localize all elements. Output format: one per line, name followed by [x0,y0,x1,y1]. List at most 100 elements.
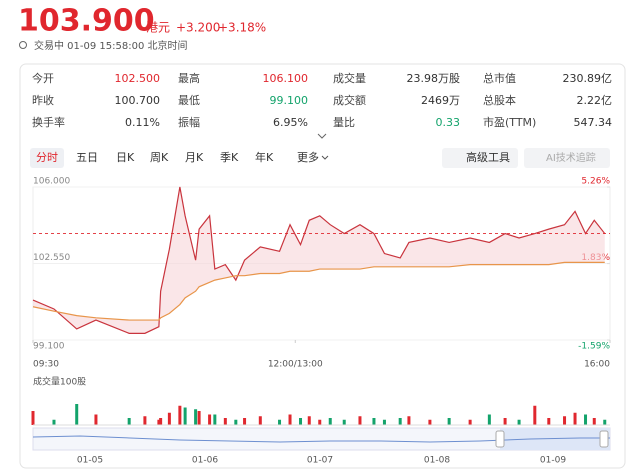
tool[interactable]: 高级工具 [466,150,510,164]
volume-bar [213,414,217,425]
volume-bar [318,419,322,425]
tool-button[interactable] [442,148,518,168]
tab[interactable]: 五日 [76,151,98,164]
volume-bar [517,419,521,425]
volume-bar [127,418,131,425]
volume-bar [258,416,262,425]
stat-label: 今开 [32,71,54,85]
navigator-date: 01-08 [424,456,450,466]
volume-bar [159,418,163,425]
volume-bar [243,418,247,425]
tab[interactable]: 分时 [36,151,58,164]
y2-tick-label: -1.59% [578,342,610,352]
volume-bar [487,414,491,425]
stat-label: 换手率 [32,115,65,129]
volume-bar [358,416,362,425]
tab[interactable]: 周K [150,151,169,164]
volume-bar [31,411,35,425]
volume-bar [398,418,402,425]
stat-value: 547.34 [574,116,613,129]
volume-bar [299,418,303,425]
volume-bar [75,404,79,425]
volume-bar [288,414,292,425]
volume-bar [183,407,187,425]
volume-bar [447,418,451,425]
volume-bar [592,418,596,425]
stat-value: 102.500 [115,72,161,85]
stat-value: 100.700 [115,94,161,107]
stat-label: 市盈(TTM) [483,115,536,129]
x-tick-label: 16:00 [584,360,610,370]
navigator-date: 01-07 [307,456,333,466]
average-line [32,261,605,321]
volume-bar [197,411,201,425]
tab[interactable]: 更多 [297,150,319,164]
stat-value: 0.11% [125,116,160,129]
tab[interactable]: 年K [255,150,274,164]
stat-label: 成交额 [333,93,366,107]
y-tick-label: 102.550 [33,253,70,263]
stat-value: 230.89亿 [563,72,613,85]
stat-value: 2.22亿 [577,94,613,107]
volume-bar [178,405,182,425]
volume-bar [573,412,577,425]
volume-bar [407,416,411,425]
price: 103.900 [18,4,155,39]
volume-bar [52,419,56,425]
tab[interactable]: 日K [116,151,135,164]
volume-bar [428,419,432,425]
volume-bar [584,414,588,425]
stat-label: 成交量 [333,71,366,85]
navigator-line [32,435,610,443]
volume-bar [547,418,551,425]
expand-arrow[interactable] [317,133,327,139]
navigator-date: 01-05 [77,456,103,466]
volume-bar [208,414,212,425]
stat-label: 振幅 [178,115,200,129]
volume-bar [157,419,161,425]
navigator-handle[interactable] [495,430,505,448]
volume-bar [533,405,537,425]
navigator-date: 01-09 [540,456,566,466]
change-pct: +3.18% [218,21,266,35]
status: 交易中 01-09 15:58:00 北京时间 [34,39,188,52]
stat-value: 99.100 [270,94,309,107]
tab[interactable]: 季K [220,151,239,164]
volume-bar [382,419,386,425]
tool-button[interactable] [524,148,610,168]
volume-bar [328,418,332,425]
tab-active [30,148,64,168]
stat-label: 量比 [333,116,355,129]
stat-label: 总市值 [483,71,516,85]
volume-bar [223,418,227,425]
volume-bar [234,419,238,425]
stat-value: 23.98万股 [407,72,461,85]
stat-value: 6.95% [273,116,308,129]
price-fill [33,187,605,334]
dropdown-icon [321,155,329,160]
currency: 港元 [146,21,170,35]
navigator-handle[interactable] [599,430,609,448]
volume-bar [278,419,282,425]
stat-value: 106.100 [263,72,309,85]
y2-tick-label: 5.26% [581,177,610,187]
y-tick-label: 99.100 [33,342,65,352]
volume-label: 成交量100股 [33,376,86,388]
volume-bar [143,416,147,425]
volume-bar [342,419,346,425]
volume-bar [167,412,171,425]
tab[interactable]: 月K [185,151,204,164]
volume-bar [94,414,98,425]
tool[interactable]: AI技术追踪 [546,151,596,164]
stat-label: 昨收 [32,93,54,107]
stat-value: 2469万 [421,94,460,107]
stat-value: 0.33 [436,116,461,129]
volume-bar [194,409,198,425]
price-line [32,186,606,334]
status-icon [19,41,27,49]
volume-bar [503,418,507,425]
volume-bar [468,419,472,425]
stat-label: 最高 [178,71,200,85]
